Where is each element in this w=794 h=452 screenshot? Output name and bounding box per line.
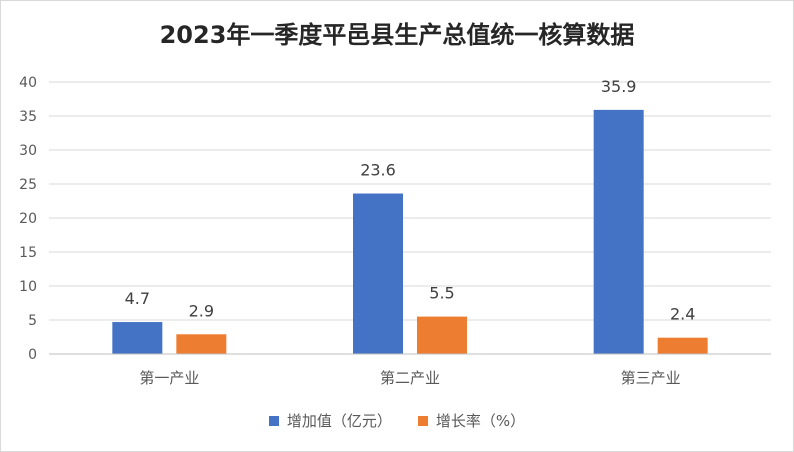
y-tick-label: 15 bbox=[19, 245, 37, 261]
x-tick-label: 第三产业 bbox=[621, 369, 681, 387]
bar bbox=[353, 193, 403, 354]
chart-title: 2023年一季度平邑县生产总值统一核算数据 bbox=[159, 21, 635, 49]
y-tick-label: 5 bbox=[28, 313, 37, 329]
data-label: 23.6 bbox=[360, 161, 396, 180]
legend: 增加值（亿元） 增长率（%） bbox=[1, 410, 793, 431]
y-tick-label: 35 bbox=[19, 109, 37, 125]
legend-swatch-series-2 bbox=[417, 415, 428, 426]
bar bbox=[112, 322, 163, 354]
legend-swatch-series-1 bbox=[268, 415, 279, 426]
x-tick-label: 第二产业 bbox=[380, 369, 440, 387]
bar bbox=[593, 109, 644, 354]
data-label: 4.7 bbox=[125, 289, 150, 308]
data-label: 35.9 bbox=[601, 77, 637, 96]
y-tick-label: 20 bbox=[19, 211, 37, 227]
data-label: 2.4 bbox=[670, 305, 695, 324]
y-tick-label: 10 bbox=[19, 279, 37, 295]
bar bbox=[657, 337, 708, 354]
y-tick-label: 25 bbox=[19, 177, 37, 193]
y-tick-label: 0 bbox=[28, 347, 37, 363]
legend-label-series-1: 增加值（亿元） bbox=[286, 412, 392, 430]
bar bbox=[176, 334, 227, 354]
x-tick-label: 第一产业 bbox=[139, 369, 199, 387]
bar bbox=[417, 316, 467, 354]
legend-label-series-2: 增长率（%） bbox=[435, 412, 526, 430]
data-label: 2.9 bbox=[189, 301, 214, 320]
legend-item-series-1: 增加值（亿元） bbox=[268, 410, 392, 431]
data-label: 5.5 bbox=[429, 284, 454, 303]
legend-item-series-2: 增长率（%） bbox=[417, 410, 526, 431]
y-tick-label: 30 bbox=[19, 143, 37, 159]
y-tick-label: 40 bbox=[19, 75, 37, 91]
